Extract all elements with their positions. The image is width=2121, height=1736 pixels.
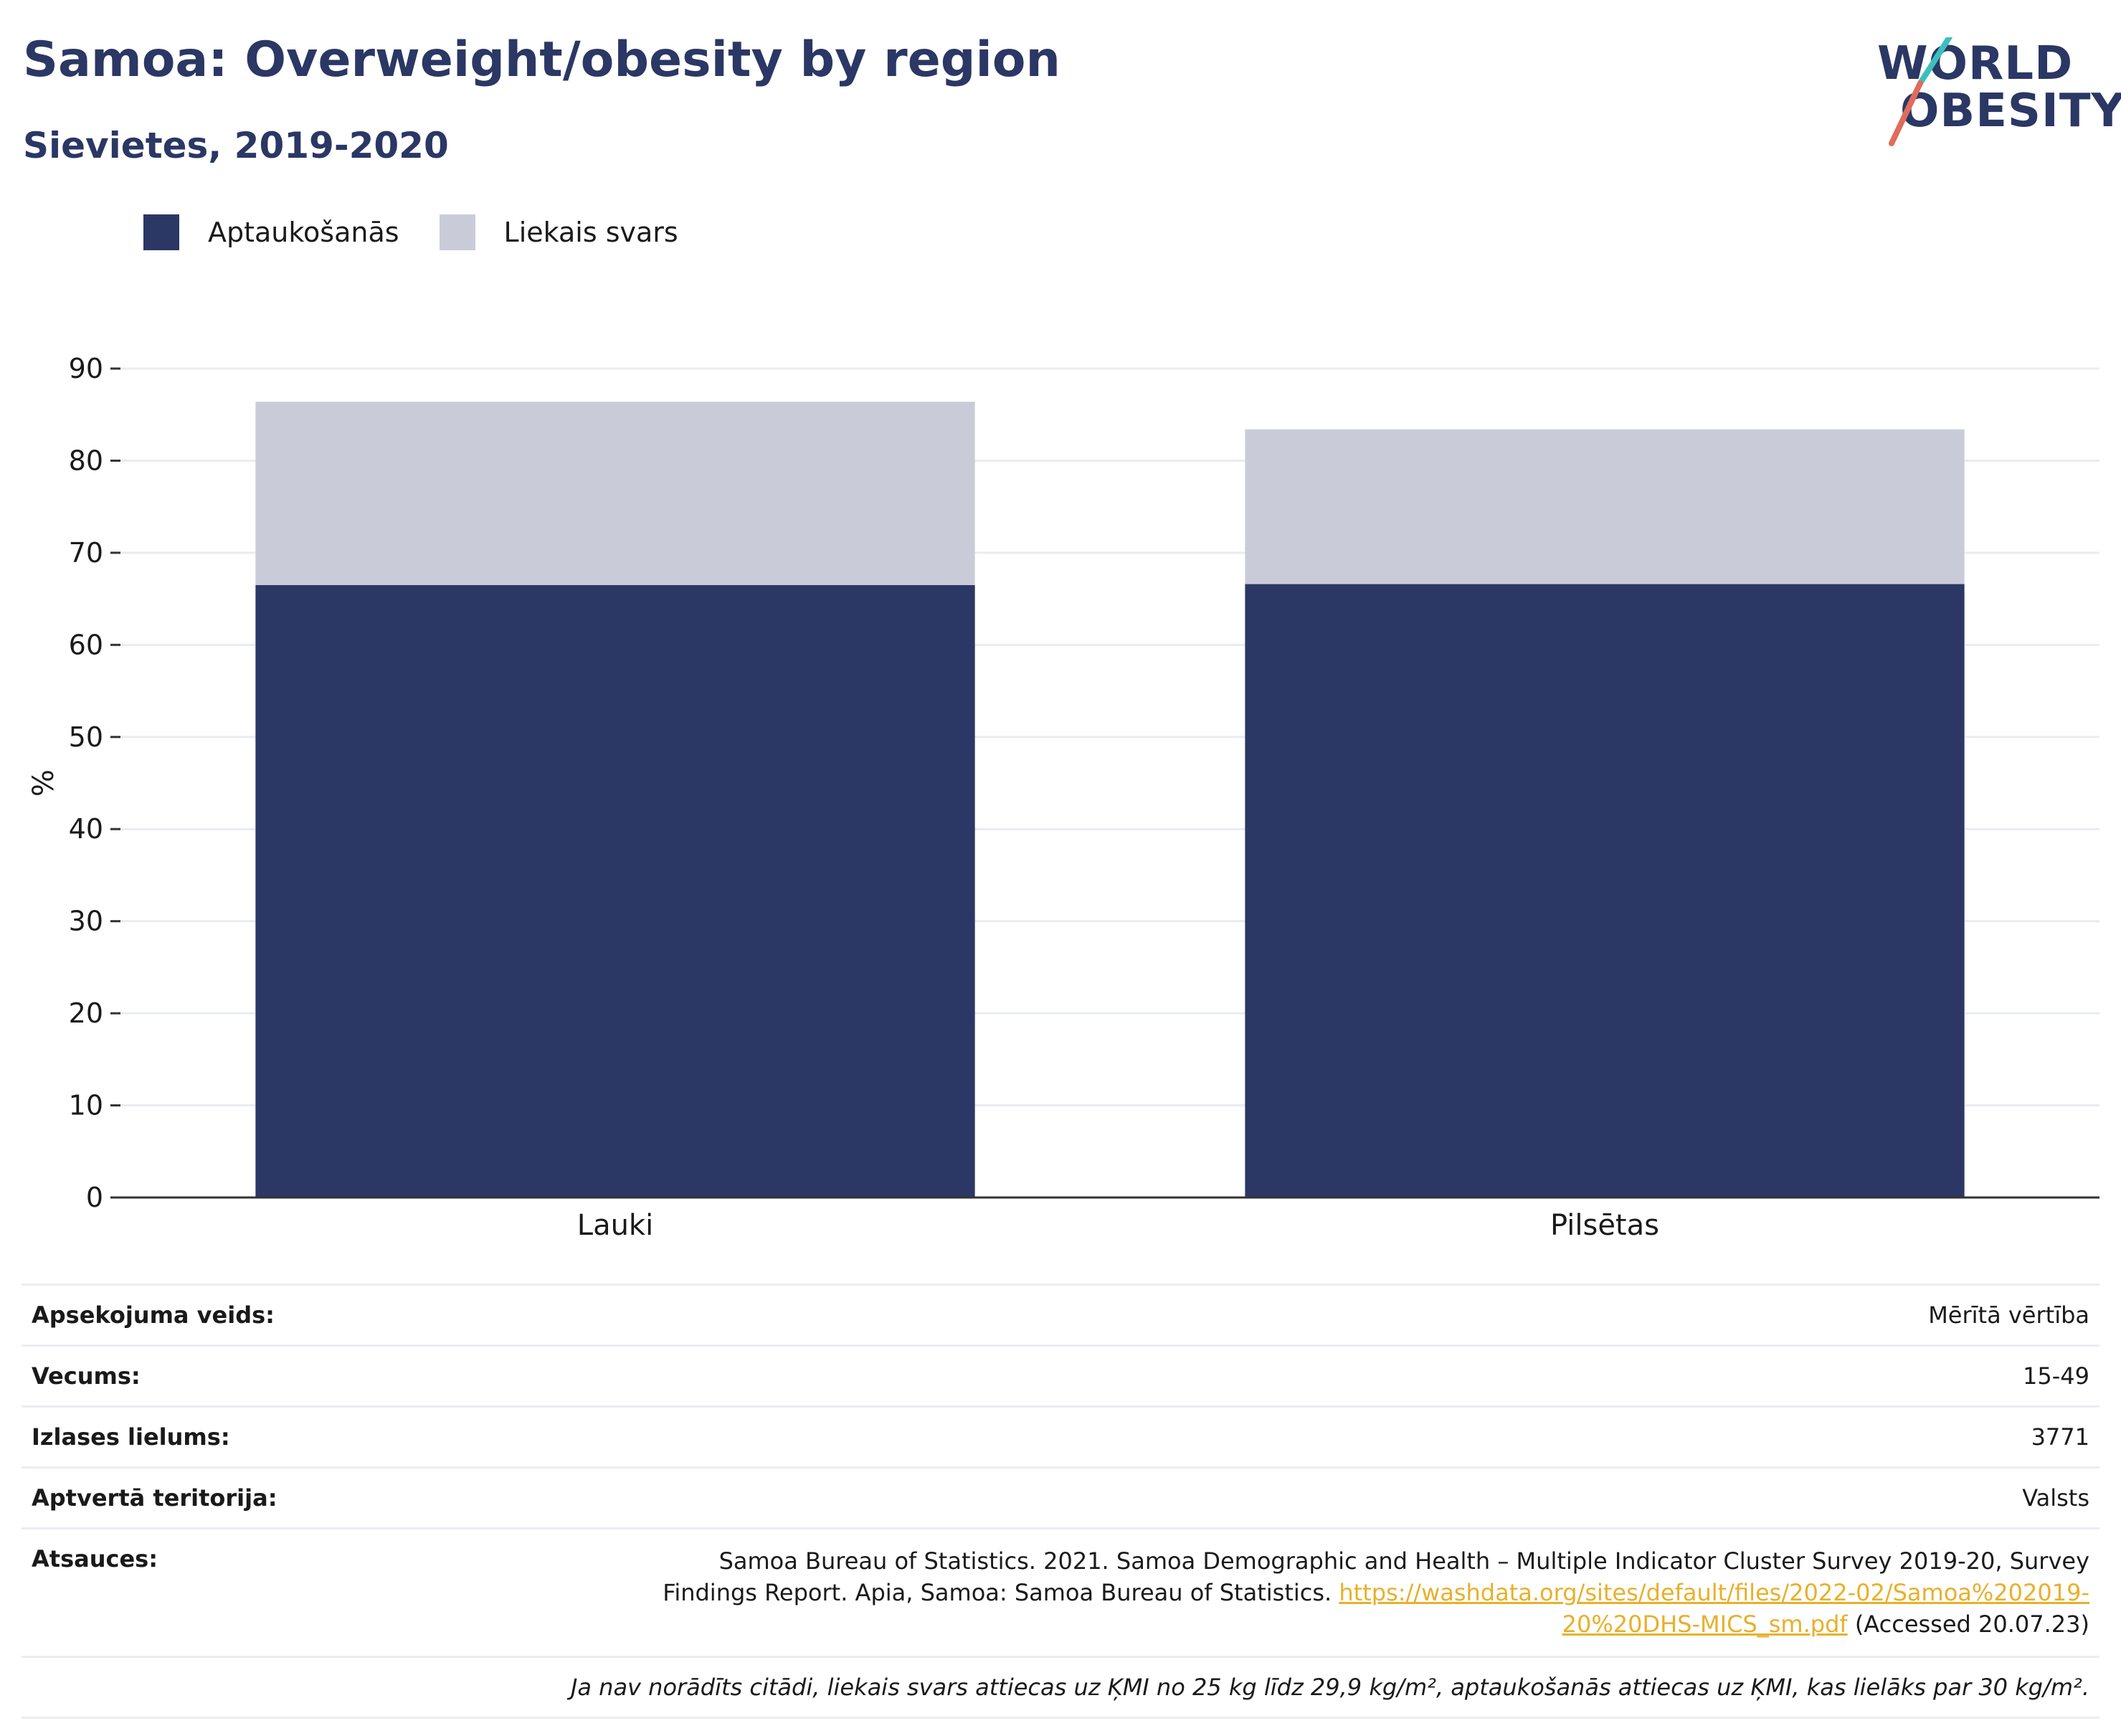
info-value: 3771: [2031, 1423, 2089, 1451]
x-tick-label: Pilsētas: [1550, 1209, 1659, 1242]
legend-swatch-obesity: [143, 214, 179, 250]
logo-line1: WORLD: [1877, 37, 2074, 90]
info-value: Valsts: [2022, 1484, 2089, 1512]
chart-legend: Aptaukošanās Liekais svars: [143, 212, 718, 252]
page-subtitle: Sievietes, 2019-2020: [23, 125, 449, 166]
info-value: Mērītā vērtība: [1928, 1301, 2089, 1329]
page-title: Samoa: Overweight/obesity by region: [23, 32, 1060, 88]
y-tick-label: 70: [69, 537, 103, 569]
info-key: Izlases lielums:: [32, 1423, 230, 1451]
bar-obesity: [1245, 584, 1965, 1197]
reference-citation: Samoa Bureau of Statistics. 2021. Samoa …: [663, 1547, 2089, 1606]
info-key: Aptvertā teritorija:: [32, 1484, 277, 1512]
y-tick-label: 30: [69, 906, 103, 937]
info-value: 15-49: [2023, 1362, 2089, 1390]
bar-overweight: [1245, 429, 1965, 584]
reference-text: Samoa Bureau of Statistics. 2021. Samoa …: [641, 1545, 2089, 1640]
y-tick-label: 20: [69, 997, 103, 1029]
logo-slash-icon: [1889, 37, 1953, 146]
bar-obesity: [255, 584, 975, 1197]
y-axis-title: %: [27, 769, 60, 797]
info-table: Apsekojuma veids: Mērītā vērtība Vecums:…: [22, 1284, 2099, 1719]
legend-item-overweight[interactable]: Liekais svars: [439, 214, 678, 250]
info-key: Vecums:: [32, 1362, 141, 1390]
info-row-age: Vecums: 15-49: [22, 1344, 2099, 1405]
bar-chart: 0 10 20 30 40 50 60 70 80 90 Lauki Pilsētas%: [27, 353, 2099, 1242]
definition-note: Ja nav norādīts citādi, liekais svars at…: [22, 1656, 2099, 1719]
legend-label-overweight: Liekais svars: [503, 217, 678, 248]
bar-overweight: [255, 402, 975, 585]
x-tick-label: Lauki: [577, 1209, 653, 1242]
legend-item-obesity[interactable]: Aptaukošanās: [143, 214, 399, 250]
reference-accessed: (Accessed 20.07.23): [1847, 1611, 2089, 1638]
y-tick-label: 40: [69, 813, 103, 845]
info-row-survey-type: Apsekojuma veids: Mērītā vērtība: [22, 1284, 2099, 1344]
y-tick-label: 60: [69, 629, 103, 660]
info-key: Atsauces:: [32, 1545, 158, 1573]
logo-line2: OBESITY: [1900, 85, 2121, 138]
info-key: Apsekojuma veids:: [32, 1301, 275, 1329]
info-row-coverage: Aptvertā teritorija: Valsts: [22, 1466, 2099, 1527]
world-obesity-logo: WORLD OBESITY: [1877, 37, 2121, 152]
info-row-references: Atsauces: Samoa Bureau of Statistics. 20…: [22, 1527, 2099, 1656]
info-row-sample-size: Izlases lielums: 3771: [22, 1405, 2099, 1466]
y-tick-label: 50: [69, 721, 103, 753]
legend-label-obesity: Aptaukošanās: [208, 217, 399, 248]
y-tick-label: 80: [69, 445, 103, 476]
y-tick-label: 0: [86, 1182, 103, 1213]
y-tick-label: 10: [69, 1090, 103, 1121]
reference-link[interactable]: https://washdata.org/sites/default/files…: [1339, 1579, 2089, 1638]
y-tick-label: 90: [69, 353, 103, 384]
legend-swatch-overweight: [439, 214, 475, 250]
